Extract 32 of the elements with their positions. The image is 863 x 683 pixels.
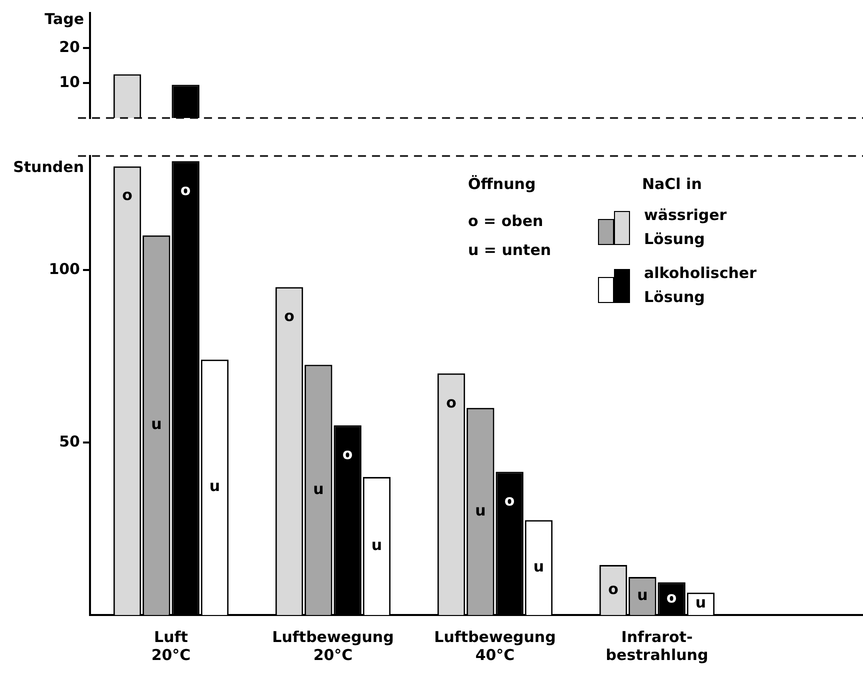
- annotation: u = unten: [468, 240, 552, 259]
- y-axis-title: Stunden: [13, 158, 84, 176]
- data-label: u: [151, 415, 162, 434]
- data-label: o: [608, 580, 618, 598]
- data-label: o: [180, 181, 191, 200]
- data-label: u: [313, 480, 324, 498]
- annotation: o = oben: [468, 212, 544, 230]
- x-tick-label: Infrarot- bestrahlung: [606, 628, 708, 664]
- y-tick-label: 20: [59, 38, 80, 56]
- legend-label: wässriger Lösung: [644, 205, 728, 250]
- x-tick-label: Luftbewegung 40°C: [434, 628, 556, 664]
- data-label: u: [695, 594, 706, 612]
- data-label: u: [209, 477, 220, 496]
- y-axis-title: Tage: [44, 10, 84, 28]
- y-tick-label: 10: [59, 72, 80, 91]
- data-label: o: [284, 307, 294, 326]
- y-tick-label: 50: [59, 432, 80, 450]
- annotation: Öffnung: [468, 174, 536, 193]
- data-label: u: [637, 586, 648, 604]
- data-label: o: [342, 445, 353, 464]
- data-label: o: [666, 588, 677, 606]
- data-label: u: [371, 536, 382, 554]
- data-label: o: [504, 492, 515, 510]
- legend-label: alkoholischer Lösung: [644, 263, 758, 308]
- legend-title: NaCl in: [642, 175, 703, 193]
- y-tick-label: 100: [48, 260, 80, 278]
- x-tick-label: Luftbewegung 20°C: [272, 628, 394, 664]
- data-label: o: [122, 186, 132, 204]
- data-label: u: [533, 557, 544, 576]
- x-tick-label: Luft 20°C: [151, 628, 191, 664]
- data-label: u: [475, 501, 486, 520]
- data-label: o: [446, 393, 456, 412]
